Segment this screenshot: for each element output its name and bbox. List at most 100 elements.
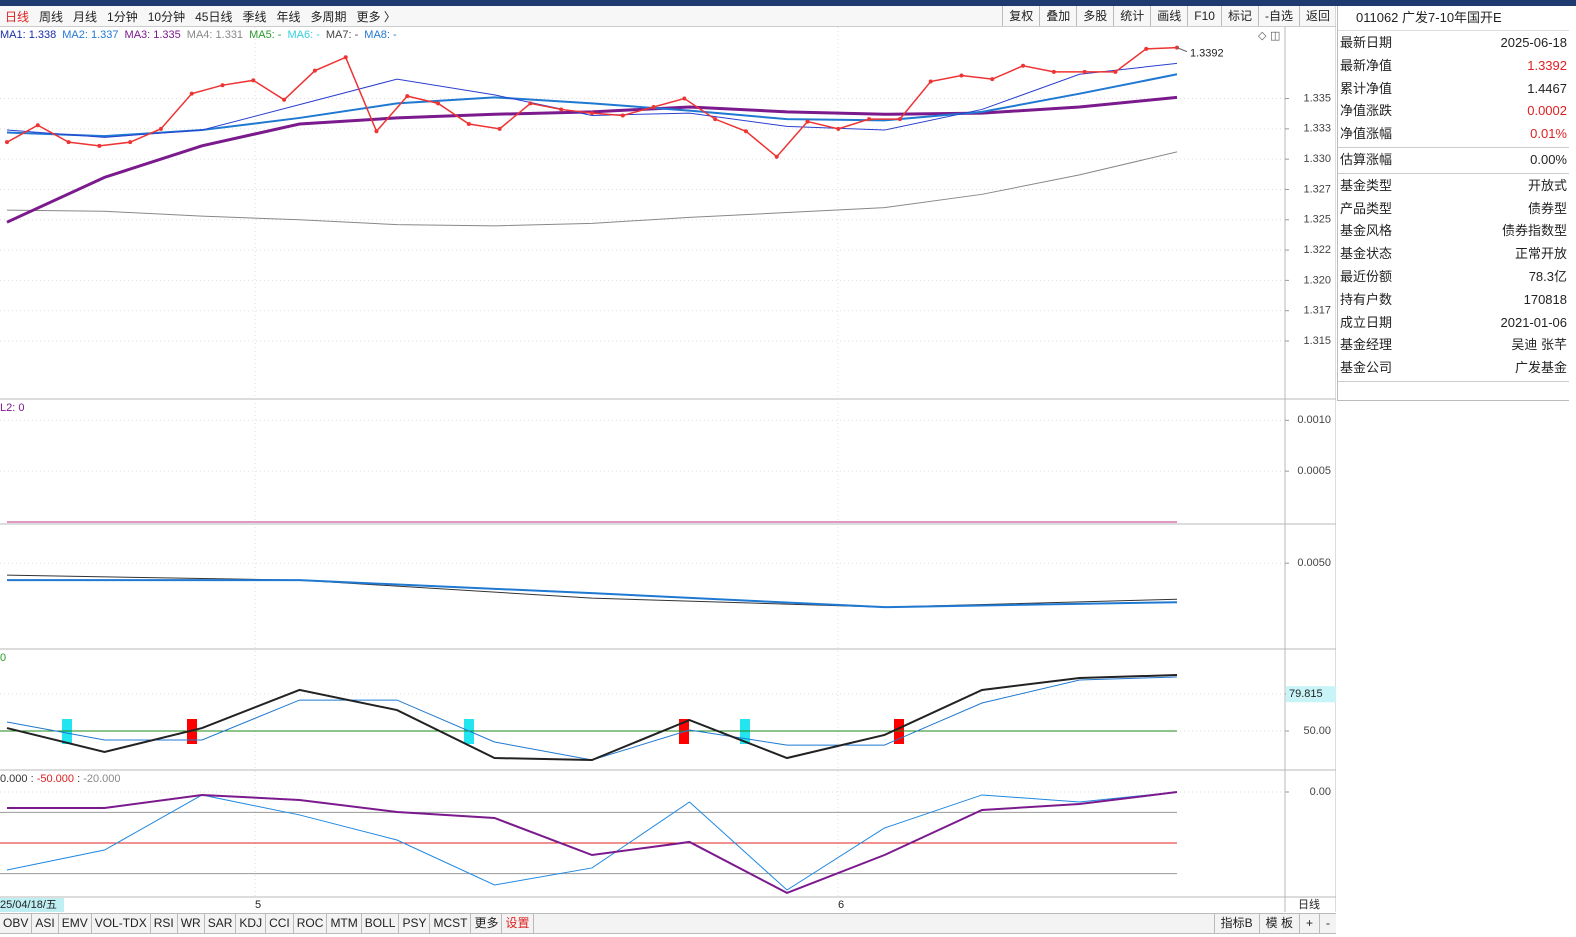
tab-button[interactable]: 模 板: [1258, 914, 1299, 933]
info-value: 2021-01-06: [1500, 314, 1568, 330]
period-button[interactable]: 年线: [276, 9, 301, 24]
period-button[interactable]: 更多 〉: [356, 9, 396, 24]
period-bar: 日线 周线 月线 1分钟 10分钟 45日线 季线 年线 多周期 更多 〉: [0, 8, 401, 25]
y-tick-label: 0.0010: [1297, 414, 1331, 426]
price-dot: [343, 55, 348, 60]
indicator-tab[interactable]: ROC: [294, 914, 328, 933]
y-tick-label: 1.320: [1303, 274, 1331, 286]
tool-button[interactable]: 标记: [1220, 6, 1258, 26]
title-band: [0, 0, 1576, 6]
series-line: [7, 579, 1178, 609]
icon[interactable]: ◫: [1270, 30, 1280, 42]
price-dot: [559, 107, 564, 112]
tool-button[interactable]: 叠加: [1039, 6, 1076, 26]
info-value: 0.00%: [1530, 151, 1567, 167]
price-dot: [436, 101, 441, 106]
indicator-tab[interactable]: 更多: [471, 914, 503, 933]
tab-button[interactable]: 指标B: [1213, 914, 1259, 933]
period-button[interactable]: 月线: [73, 9, 98, 24]
info-label: 累计净值: [1340, 80, 1393, 96]
period-button[interactable]: 多周期: [310, 9, 347, 24]
info-value: 债券型: [1527, 200, 1567, 216]
period-button[interactable]: 10分钟: [147, 9, 186, 24]
icon[interactable]: ◇: [1258, 30, 1267, 42]
series-line: [6, 151, 1178, 227]
tool-button[interactable]: 统计: [1113, 6, 1150, 26]
indicator-tab[interactable]: MCST: [430, 914, 472, 933]
legend-item: -50.000: [37, 773, 74, 785]
indicator-tab[interactable]: SAR: [205, 914, 237, 933]
y-tick-label: 0.0005: [1297, 465, 1331, 477]
price-dot: [374, 129, 379, 134]
toolbar: 日线 周线 月线 1分钟 10分钟 45日线 季线 年线 多周期 更多 〉 复权 叠加 多股 统计 画线 F1…: [0, 6, 1336, 27]
indicator-tab[interactable]: CCI: [266, 914, 294, 933]
series-line: [7, 791, 1178, 895]
indicator-tab[interactable]: WR: [178, 914, 205, 933]
series-line: [6, 676, 1178, 761]
indicator-tab[interactable]: KDJ: [236, 914, 267, 933]
y-tick-label: 1.330: [1303, 153, 1331, 165]
indicator-tab[interactable]: PSY: [399, 914, 431, 933]
period-button[interactable]: 45日线: [195, 9, 233, 24]
info-label: 基金经理: [1340, 337, 1393, 353]
info-row: 净值涨跌 0.0002: [1338, 100, 1569, 123]
tab-button[interactable]: -: [1319, 914, 1336, 933]
price-dot: [1082, 69, 1087, 74]
price-dot: [713, 117, 718, 122]
tool-button[interactable]: 返回: [1298, 6, 1336, 26]
legend-item: 0.000: [0, 773, 28, 785]
tool-button[interactable]: 复权: [1002, 6, 1039, 26]
indicator-tab[interactable]: 设置: [502, 914, 534, 933]
tab-button[interactable]: +: [1298, 914, 1319, 933]
price-dot: [528, 101, 533, 106]
price-dot: [805, 119, 810, 124]
indicator-tab[interactable]: MTM: [327, 914, 362, 933]
price-dot: [959, 73, 964, 78]
tool-button[interactable]: -自选: [1257, 6, 1299, 26]
indicator-tab[interactable]: ASI: [32, 914, 59, 933]
info-label: 最新净值: [1340, 57, 1393, 73]
info-group: 估算涨幅 0.00%: [1338, 148, 1569, 174]
indicator-tab[interactable]: BOLL: [362, 914, 400, 933]
info-value: 1.4467: [1527, 80, 1567, 96]
panel-legend: 0.000 : -50.000 : -20.000: [0, 773, 121, 785]
panel-legend: L2: 0: [0, 402, 24, 414]
info-row: 最新日期 2025-06-18: [1338, 32, 1569, 55]
price-dot: [220, 83, 225, 88]
tool-bar: 复权 叠加 多股 统计 画线 F10 标记 -自选 返回: [1002, 6, 1336, 26]
info-row: 累计净值 1.4467: [1338, 78, 1569, 101]
period-button[interactable]: 1分钟: [107, 9, 138, 24]
legend-item: -20.000: [83, 773, 120, 785]
tool-button[interactable]: 画线: [1150, 6, 1187, 26]
legend-item: MA1: 1.338: [0, 29, 56, 41]
indicator-tab[interactable]: RSI: [151, 914, 178, 933]
period-button[interactable]: 日线: [5, 9, 30, 24]
indicator-tab[interactable]: VOL-TDX: [92, 914, 151, 933]
legend-item: MA8: -: [364, 29, 397, 41]
info-value: 正常开放: [1514, 246, 1567, 262]
price-dot: [5, 140, 9, 145]
info-value: 0.01%: [1530, 126, 1567, 142]
current-value-box: [1286, 686, 1336, 703]
price-dot: [1113, 69, 1118, 74]
price-dot: [405, 94, 410, 99]
price-dot: [897, 117, 902, 122]
tool-button[interactable]: 多股: [1076, 6, 1113, 26]
legend-item: :: [74, 773, 83, 785]
info-panel: 011062 广发7-10年国开E 最新日期 2025-06-18 最新净值 1.339…: [1337, 6, 1569, 401]
info-value: 170818: [1523, 291, 1567, 307]
indicator-tab[interactable]: OBV: [0, 914, 33, 933]
info-row: 估算涨幅 0.00%: [1338, 149, 1569, 172]
tool-button[interactable]: F10: [1187, 6, 1221, 26]
indicator-tab[interactable]: EMV: [59, 914, 92, 933]
period-button[interactable]: 季线: [242, 9, 267, 24]
period-button[interactable]: 周线: [39, 9, 64, 24]
info-row: 基金公司 广发基金: [1338, 357, 1569, 380]
price-dot: [1021, 63, 1026, 68]
price-dot: [35, 123, 40, 128]
info-row: 基金风格 债券指数型: [1338, 220, 1569, 243]
series-line: [6, 62, 1178, 138]
price-dot: [128, 140, 133, 145]
series-line: [6, 95, 1178, 224]
